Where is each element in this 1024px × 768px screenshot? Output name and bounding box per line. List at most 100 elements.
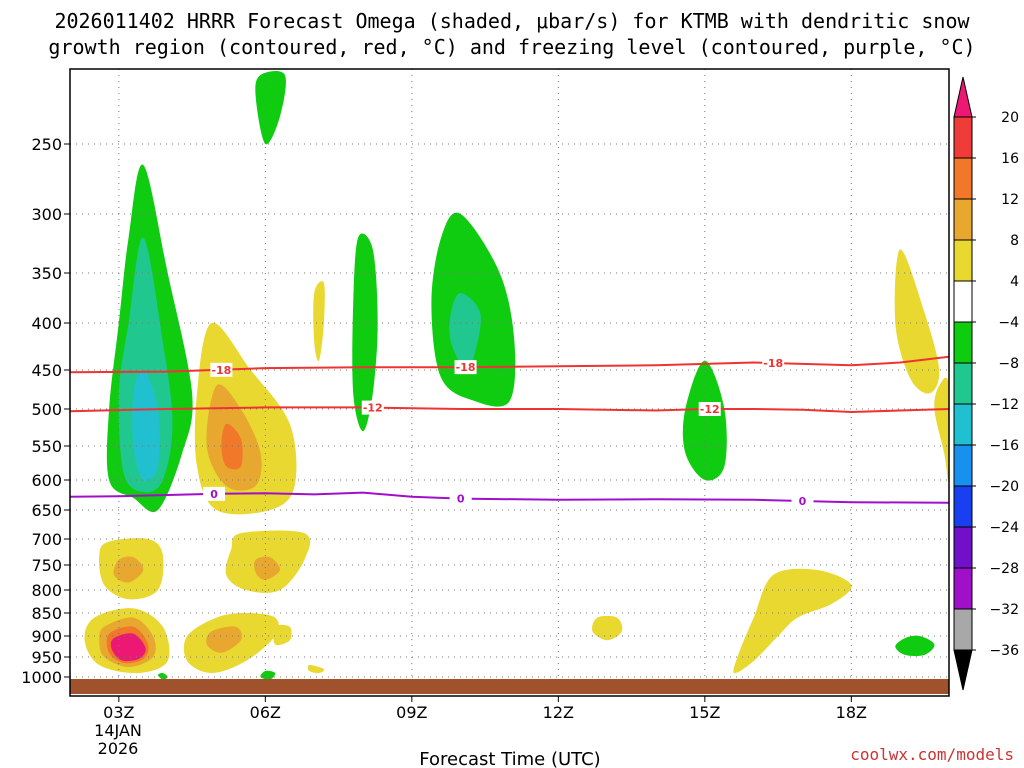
- y-tick-label-350: 350: [31, 264, 62, 283]
- colorbar-label-0: 20: [1001, 110, 1019, 126]
- omega-region-4: [307, 664, 325, 674]
- y-tick-label-850: 850: [31, 604, 62, 623]
- omega-region--8: [255, 71, 286, 145]
- contour-label-dgz-top: -18: [456, 361, 476, 374]
- chart-title-line-2: growth region (contoured, red, °C) and f…: [48, 35, 975, 59]
- time-axis: 03Z 06Z 09Z 12Z 15Z 18Z: [103, 696, 867, 722]
- colorbar-bin-7: [953, 403, 973, 446]
- colorbar-label-8: −16: [989, 438, 1019, 454]
- colorbar-bin-2: [953, 198, 973, 241]
- colorbar-label-10: −24: [989, 520, 1019, 536]
- colorbar-arrow-top: [953, 76, 973, 118]
- y-tick-label-450: 450: [31, 361, 62, 380]
- date-label-year: 2026: [98, 739, 139, 758]
- y-tick-label-700: 700: [31, 530, 62, 549]
- omega-region--8: [260, 670, 276, 680]
- colorbar-bin-5: [953, 321, 973, 364]
- contour-label-dgz-bottom: -12: [363, 402, 383, 415]
- x-tick-label-03Z: 03Z: [103, 703, 134, 722]
- contour-dgz-top: [70, 355, 949, 374]
- colorbar-bin-4: [953, 280, 973, 323]
- y-tick-label-750: 750: [31, 556, 62, 575]
- plot-frame: [69, 68, 950, 697]
- contour-label-bg-freezing-level: [203, 486, 226, 501]
- omega-region--12: [449, 293, 481, 371]
- colorbar-bin-10: [953, 526, 973, 569]
- contour-label-bg-dgz-top: [762, 356, 785, 371]
- omega-region-4: [591, 615, 623, 641]
- contour-dgz-bottom: [70, 406, 949, 414]
- omega-region-4: [733, 568, 852, 674]
- x-tick-label-06Z: 06Z: [250, 703, 281, 722]
- omega-region--8: [352, 233, 378, 432]
- omega-region-8: [254, 556, 281, 581]
- contour-label-freezing-level: 0: [457, 493, 465, 506]
- contour-label-bg-freezing-level: [449, 491, 472, 506]
- y-tick-label-400: 400: [31, 314, 62, 333]
- omega-region--8: [157, 672, 168, 680]
- colorbar-bin-8: [953, 444, 973, 487]
- y-tick-label-250: 250: [31, 135, 62, 154]
- omega-region-8: [206, 626, 242, 653]
- colorbar-label-13: −36: [989, 643, 1019, 659]
- contour-label-freezing-level: 0: [210, 488, 218, 501]
- y-tick-label-550: 550: [31, 437, 62, 456]
- contour-label-freezing-level: 0: [799, 495, 807, 508]
- chart-title-line-1: 2026011402 HRRR Forecast Omega (shaded, …: [54, 9, 970, 33]
- colorbar-bin-11: [953, 567, 973, 610]
- y-tick-label-1000: 1000: [21, 668, 62, 687]
- y-tick-label-900: 900: [31, 627, 62, 646]
- omega-region-20: [110, 633, 146, 662]
- x-tick-label-15Z: 15Z: [689, 703, 720, 722]
- colorbar-label-11: −28: [989, 561, 1019, 577]
- colorbar-label-1: 16: [1001, 151, 1019, 167]
- y-tick-label-600: 600: [31, 471, 62, 490]
- omega-region-8: [113, 556, 144, 583]
- x-tick-label-09Z: 09Z: [396, 703, 427, 722]
- date-label-day: 14JAN: [94, 721, 142, 740]
- colorbar-label-7: −12: [989, 397, 1019, 413]
- contour-label-bg-dgz-top: [210, 362, 233, 377]
- colorbar-label-4: 4: [1010, 274, 1019, 290]
- omega-region-4: [313, 281, 325, 362]
- x-axis-title: Forecast Time (UTC): [419, 749, 600, 768]
- colorbar-bin-9: [953, 485, 973, 528]
- colorbar-label-6: −8: [998, 356, 1019, 372]
- colorbar-label-12: −32: [989, 602, 1019, 618]
- omega-region-4: [894, 249, 940, 394]
- contour-label-dgz-bottom: -12: [700, 403, 720, 416]
- y-tick-label-650: 650: [31, 501, 62, 520]
- colorbar-bin-0: [953, 116, 973, 159]
- omega-region-12: [221, 423, 243, 470]
- contour-label-bg-dgz-top: [454, 360, 477, 375]
- omega-region--8: [682, 360, 727, 481]
- plot-grid: [70, 69, 949, 696]
- colorbar-label-3: 8: [1010, 233, 1019, 249]
- contour-label-bg-dgz-bottom: [698, 402, 721, 416]
- y-tick-label-300: 300: [31, 205, 62, 224]
- colorbar-label-9: −20: [989, 479, 1019, 495]
- contour-label-bg-freezing-level: [791, 494, 814, 508]
- contour-label-dgz-top: -18: [763, 357, 783, 370]
- contour-label-bg-dgz-bottom: [361, 400, 384, 415]
- x-tick-label-12Z: 12Z: [543, 703, 574, 722]
- colorbar-arrow-bottom: [953, 649, 973, 691]
- y-tick-label-950: 950: [31, 648, 62, 667]
- omega-region--16: [132, 369, 160, 482]
- colorbar: 20 16 12 8 4 −4 −8 −12 −16 −20 −24 −28 −32 −36: [953, 76, 1019, 691]
- contour-label-dgz-top: -18: [211, 364, 231, 377]
- colorbar-bin-6: [953, 362, 973, 405]
- colorbar-label-5: −4: [998, 315, 1019, 331]
- omega-region-4: [934, 377, 949, 483]
- pressure-axis: 250 300 350 400 450 500 550 600 650 700 750 800 850 9…: [21, 135, 70, 687]
- credit-label: coolwx.com/models: [850, 745, 1014, 764]
- y-tick-label-800: 800: [31, 581, 62, 600]
- x-tick-label-18Z: 18Z: [836, 703, 867, 722]
- colorbar-label-2: 12: [1001, 192, 1019, 208]
- omega-region-4: [273, 624, 292, 646]
- ground-surface: [70, 679, 949, 694]
- colorbar-bin-3: [953, 239, 973, 282]
- omega-region--8: [895, 635, 935, 657]
- contour-lines: -18 -18 -18 -12 -12 0 0 0: [70, 355, 949, 508]
